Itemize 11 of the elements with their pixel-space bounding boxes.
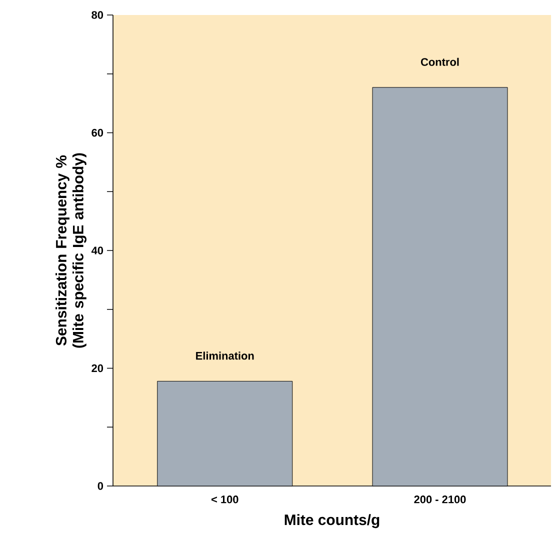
annotation: Control xyxy=(420,58,459,66)
y-tick-label: 20 xyxy=(92,364,104,372)
y-tick-label: 60 xyxy=(92,128,104,137)
x-tick-label: < 100 xyxy=(211,496,238,504)
y-axis-title: Sensitization Frequency % (Mite specific IgE antibody) xyxy=(56,153,86,348)
x-axis-title: Mite counts/g xyxy=(284,514,380,528)
x-tick-label: 200 - 2100 xyxy=(414,496,466,504)
annotation: Elimination xyxy=(196,352,254,360)
y-tick-label: 40 xyxy=(91,246,104,254)
y-tick-label: 80 xyxy=(92,11,104,19)
y-tick-label: 0 xyxy=(98,482,104,490)
